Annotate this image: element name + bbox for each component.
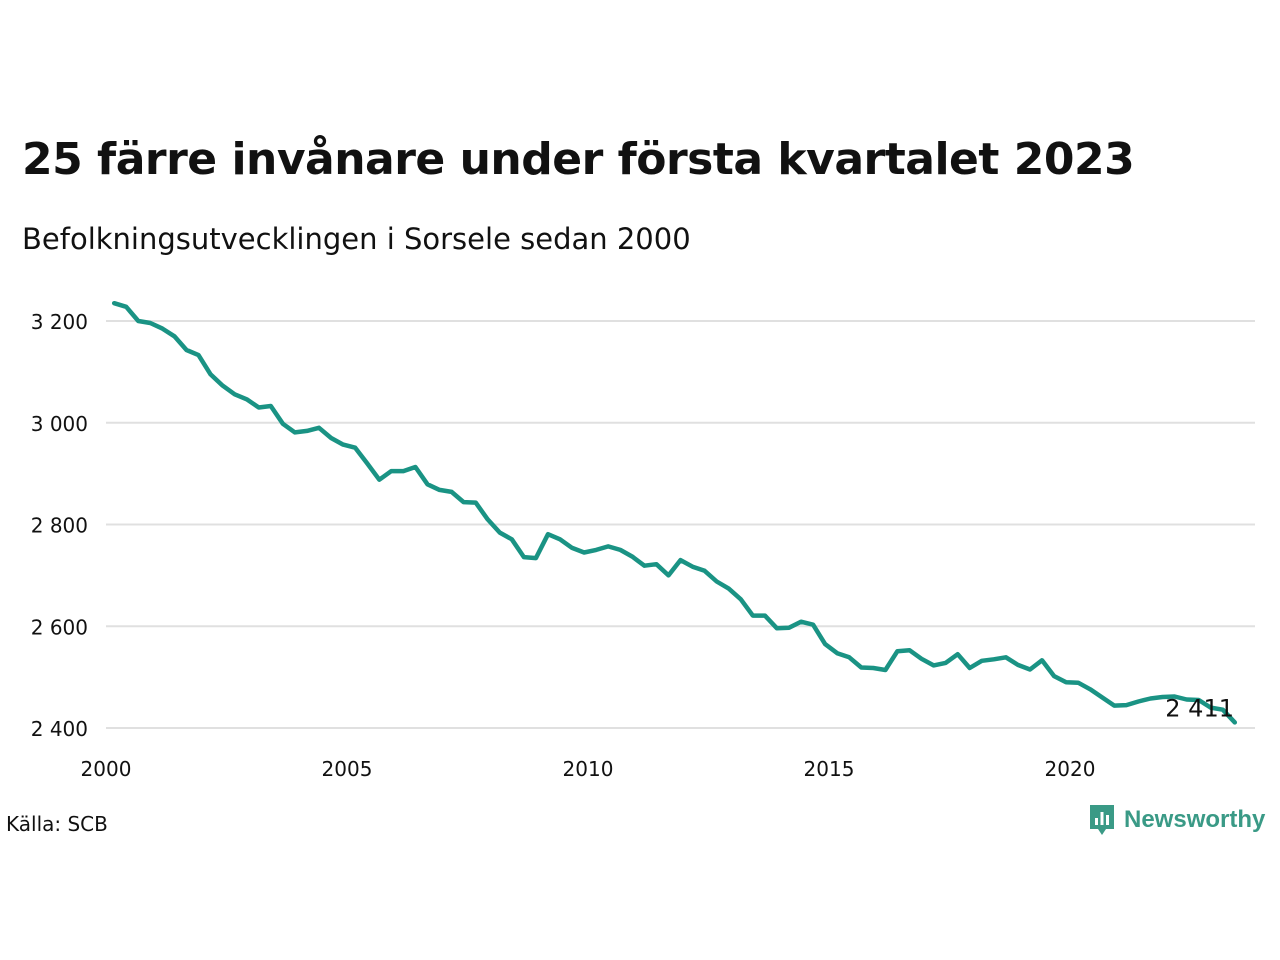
x-tick-label: 2005 — [322, 757, 373, 781]
series-layer — [111, 300, 1238, 725]
y-tick-label: 2 400 — [31, 717, 88, 741]
chart-subtitle: Befolkningsutvecklingen i Sorsele sedan … — [22, 222, 691, 256]
newsworthy-logo-icon — [1090, 805, 1114, 835]
data-labels: 2 411 — [1165, 694, 1234, 722]
grid-lines — [106, 320, 1255, 729]
x-axis-ticks: 2000 2005 2010 2015 2020 — [81, 757, 1096, 781]
chart-title: 25 färre invånare under första kvartalet… — [22, 134, 1135, 185]
y-tick-label: 3 200 — [31, 310, 88, 334]
brand-name: Newsworthy — [1124, 806, 1266, 833]
y-tick-label: 2 600 — [31, 615, 88, 639]
series-line — [111, 300, 1238, 725]
y-tick-label: 3 000 — [31, 412, 88, 436]
x-tick-label: 2020 — [1045, 757, 1096, 781]
x-tick-label: 2010 — [563, 757, 614, 781]
source-note: Källa: SCB — [6, 812, 108, 836]
end-value-label: 2 411 — [1165, 694, 1234, 722]
brand-logo: Newsworthy — [1088, 803, 1265, 837]
x-tick-label: 2000 — [81, 757, 132, 781]
x-tick-label: 2015 — [804, 757, 855, 781]
y-axis-ticks: 2 400 2 600 2 800 3 000 3 200 — [31, 310, 88, 741]
y-tick-label: 2 800 — [31, 514, 88, 538]
